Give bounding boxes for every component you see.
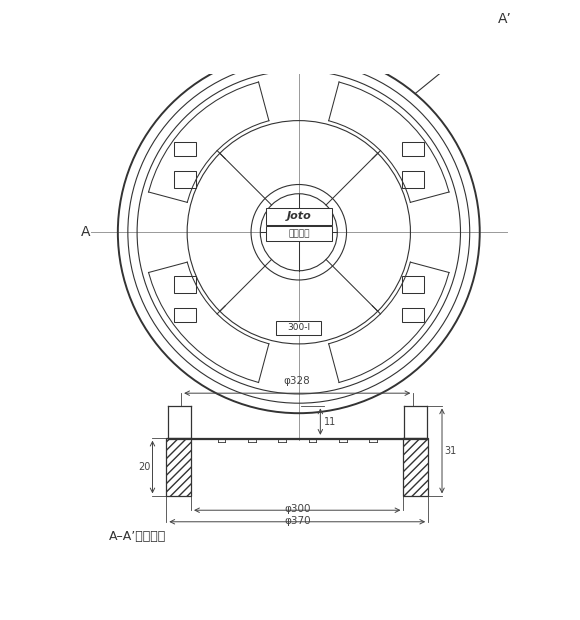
Text: 20: 20 <box>138 462 150 472</box>
Text: A–A’　断面図: A–A’ 断面図 <box>108 530 166 543</box>
Text: φ370: φ370 <box>284 516 310 526</box>
Text: 31: 31 <box>444 446 456 456</box>
Text: Joto: Joto <box>287 211 311 221</box>
Text: φ328: φ328 <box>284 376 311 386</box>
Text: φ300: φ300 <box>284 504 310 514</box>
Bar <box>266 226 332 241</box>
Bar <box>402 171 423 188</box>
Bar <box>403 438 428 497</box>
Bar <box>277 321 321 335</box>
Bar <box>174 276 195 293</box>
Bar <box>174 309 195 322</box>
Text: 300-I: 300-I <box>287 323 310 332</box>
Text: 11: 11 <box>324 417 336 427</box>
Text: A’: A’ <box>498 12 512 26</box>
Bar <box>166 438 191 497</box>
Bar <box>174 142 195 156</box>
Bar <box>402 276 423 293</box>
Text: 重ね禁止: 重ね禁止 <box>288 229 310 238</box>
Text: A: A <box>81 225 90 239</box>
Bar <box>266 208 332 224</box>
Bar <box>402 142 423 156</box>
Bar <box>402 309 423 322</box>
Bar <box>174 171 195 188</box>
